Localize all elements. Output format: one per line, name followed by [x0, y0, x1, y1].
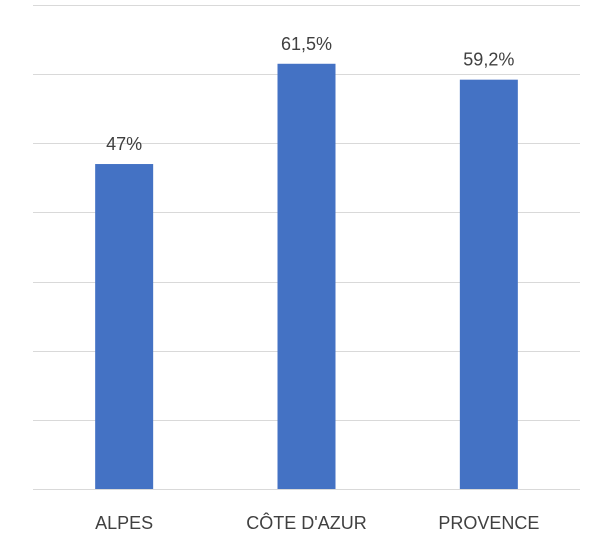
- data-label: 59,2%: [463, 50, 514, 70]
- x-tick-label: ALPES: [95, 513, 153, 533]
- x-tick-label: CÔTE D'AZUR: [246, 512, 366, 533]
- data-label: 47%: [106, 134, 142, 154]
- data-label: 61,5%: [281, 34, 332, 54]
- bar: [277, 63, 336, 490]
- bars: [95, 63, 518, 490]
- bar: [95, 164, 154, 489]
- data-labels: 47% 61,5% 59,2%: [106, 34, 514, 154]
- x-tick-label: PROVENCE: [438, 513, 539, 533]
- category-tick-labels: ALPES CÔTE D'AZUR PROVENCE: [95, 512, 539, 533]
- bar: [459, 79, 518, 489]
